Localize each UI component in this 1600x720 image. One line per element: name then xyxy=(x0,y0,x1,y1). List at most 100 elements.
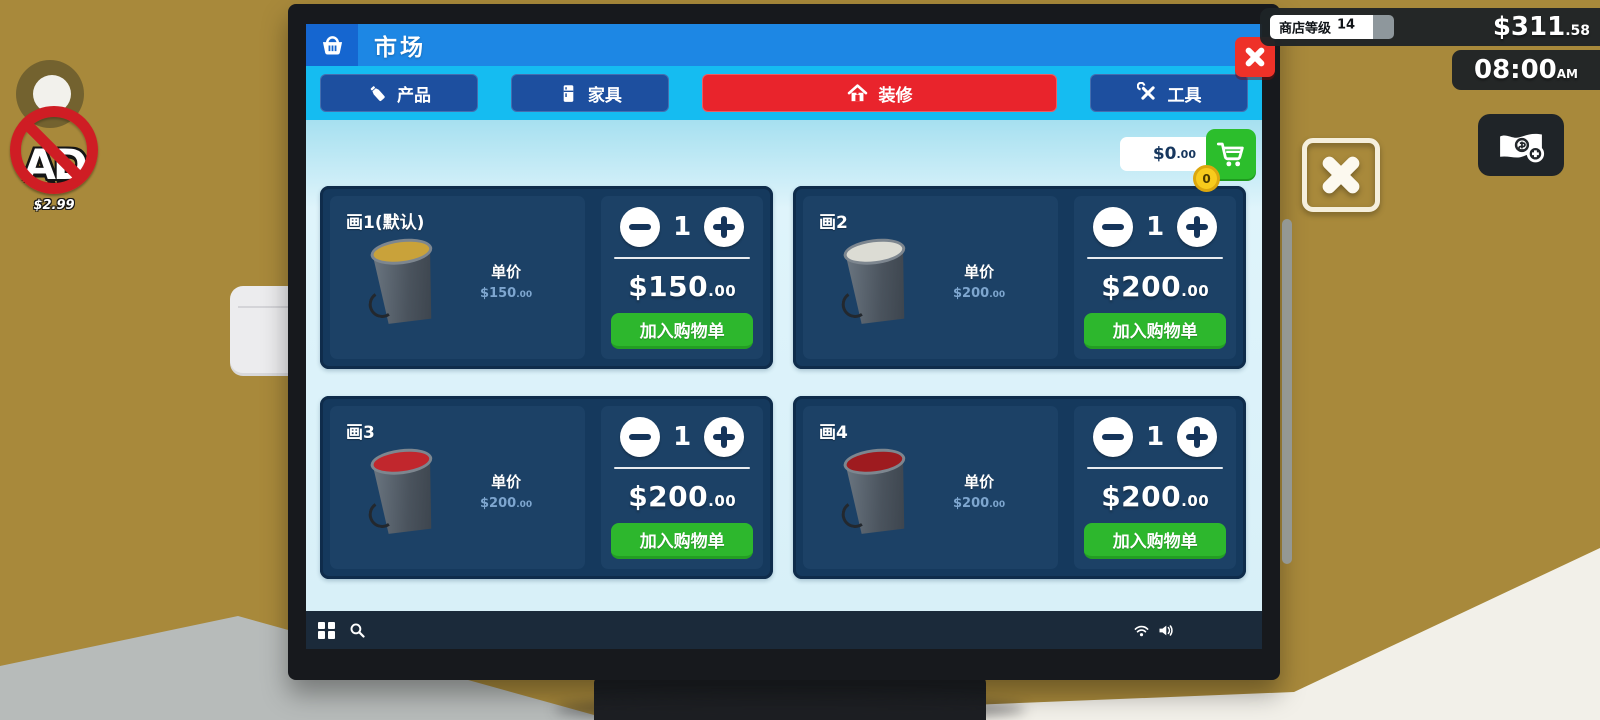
quantity-stepper: 1 xyxy=(1093,207,1218,247)
cart-total: $0.00 xyxy=(1120,137,1206,171)
search-icon[interactable] xyxy=(348,621,367,640)
paint-bucket-image xyxy=(839,445,914,537)
qty-value: 1 xyxy=(1146,212,1165,242)
cart-row: $0.00 0 xyxy=(306,120,1262,192)
shop-level-progress-fill xyxy=(1270,15,1373,39)
cart-icon xyxy=(1216,142,1244,167)
tools-icon xyxy=(1136,82,1155,100)
no-ads-ring-icon xyxy=(10,106,98,194)
tab-label: 家具 xyxy=(587,85,622,106)
app-grid-icon[interactable] xyxy=(318,621,335,639)
shop-level-label: 商店等级 xyxy=(1279,21,1332,37)
shop-level-text: 商店等级 14 xyxy=(1279,18,1355,37)
divider xyxy=(614,257,751,260)
product-grid: 画1(默认) 单价 xyxy=(306,182,1262,579)
clock-panel: 08:00 AM xyxy=(1452,50,1600,90)
shop-level-progressbar: 商店等级 14 xyxy=(1270,15,1394,39)
qty-increase-button[interactable] xyxy=(1177,207,1218,247)
banknote-plus-icon xyxy=(1500,133,1545,163)
divider xyxy=(614,467,751,470)
qty-decrease-button[interactable] xyxy=(1093,417,1134,457)
add-to-cart-button[interactable]: 加入购物单 xyxy=(611,312,753,349)
product-card-2: 画2 单价 xyxy=(793,186,1246,369)
unit-price-label: 单价 xyxy=(964,473,995,491)
product-name: 画2 xyxy=(819,213,848,233)
line-price: $200.00 xyxy=(628,479,737,513)
add-to-cart-button[interactable]: 加入购物单 xyxy=(1084,312,1226,349)
tab-tools[interactable]: 工具 xyxy=(1090,74,1248,112)
unit-price-label: 单价 xyxy=(491,263,522,281)
product-name: 画4 xyxy=(819,423,848,443)
balance-dollars: $311 xyxy=(1492,12,1566,42)
market-content: $0.00 0 xyxy=(306,120,1262,611)
taskbar xyxy=(306,611,1262,649)
quantity-stepper: 1 xyxy=(620,207,745,247)
balance-cents: .58 xyxy=(1565,23,1590,39)
qty-increase-button[interactable] xyxy=(704,207,745,247)
exit-computer-button[interactable] xyxy=(1302,138,1380,212)
market-tabrow: 产品 家具 xyxy=(306,66,1262,120)
paint-bucket-image xyxy=(839,235,914,327)
bottle-icon xyxy=(370,85,385,101)
tab-furniture[interactable]: 家具 xyxy=(510,74,669,112)
shop-level-value: 14 xyxy=(1337,17,1356,33)
unit-price-value: $150.00 xyxy=(480,286,533,301)
qty-increase-button[interactable] xyxy=(1177,417,1218,457)
unit-price-value: $200.00 xyxy=(480,496,533,511)
market-titlebar: 市场 xyxy=(306,24,1275,77)
add-to-cart-button[interactable]: 加入购物单 xyxy=(1084,522,1226,559)
money-balance: $311.58 xyxy=(1493,12,1590,42)
line-price: $150.00 xyxy=(628,269,737,303)
product-card-1: 画1(默认) 单价 xyxy=(320,186,773,369)
computer-monitor: 市场 产品 xyxy=(288,4,1292,680)
window-title: 市场 xyxy=(374,35,426,61)
tab-label: 装修 xyxy=(878,85,913,106)
unit-price-label: 单价 xyxy=(964,263,995,281)
add-money-button[interactable] xyxy=(1478,114,1564,176)
clock-meridiem: AM xyxy=(1556,67,1578,81)
qty-value: 1 xyxy=(673,212,692,242)
product-name: 画3 xyxy=(346,423,375,443)
wifi-icon[interactable] xyxy=(1134,624,1149,637)
product-card-4: 画4 单价 xyxy=(793,396,1246,579)
fridge-icon xyxy=(563,84,574,102)
qty-value: 1 xyxy=(673,422,692,452)
remove-ads-price: $2.99 xyxy=(33,198,75,213)
paint-bucket-image xyxy=(366,235,441,327)
unit-price-label: 单价 xyxy=(491,473,522,491)
divider xyxy=(1087,467,1224,470)
shop-level-panel: 商店等级 14 $311.58 xyxy=(1260,8,1600,46)
quantity-stepper: 1 xyxy=(620,417,745,457)
cart-total-cents: .00 xyxy=(1176,147,1197,161)
line-price: $200.00 xyxy=(1101,479,1210,513)
tab-label: 产品 xyxy=(396,85,431,106)
tab-products[interactable]: 产品 xyxy=(320,74,478,112)
cart-badge: 0 xyxy=(1193,165,1220,192)
unit-price-value: $200.00 xyxy=(953,286,1006,301)
product-card-3: 画3 单价 xyxy=(320,396,773,579)
tab-label: 工具 xyxy=(1167,85,1202,106)
quantity-stepper: 1 xyxy=(1093,417,1218,457)
paint-house-icon xyxy=(848,83,868,101)
paint-bucket-image xyxy=(366,445,441,537)
qty-increase-button[interactable] xyxy=(704,417,745,457)
remove-ads-button[interactable]: AD $2.99 xyxy=(6,102,102,214)
cart-total-dollars: $0 xyxy=(1152,144,1177,164)
line-price: $200.00 xyxy=(1101,269,1210,303)
qty-decrease-button[interactable] xyxy=(1093,207,1134,247)
product-name: 画1(默认) xyxy=(346,213,425,233)
add-to-cart-button[interactable]: 加入购物单 xyxy=(611,522,753,559)
monitor-edge-highlight xyxy=(1282,219,1292,564)
qty-decrease-button[interactable] xyxy=(620,417,661,457)
clock-time: 08:00 xyxy=(1474,55,1557,85)
tab-decoration[interactable]: 装修 xyxy=(701,74,1058,112)
qty-decrease-button[interactable] xyxy=(620,207,661,247)
cart-button[interactable]: 0 xyxy=(1193,129,1256,192)
unit-price-value: $200.00 xyxy=(953,496,1006,511)
divider xyxy=(1087,257,1224,260)
market-window: 市场 产品 xyxy=(306,24,1275,649)
qty-value: 1 xyxy=(1146,422,1165,452)
volume-icon[interactable] xyxy=(1158,623,1174,638)
computer-screen: 市场 产品 xyxy=(306,24,1275,649)
